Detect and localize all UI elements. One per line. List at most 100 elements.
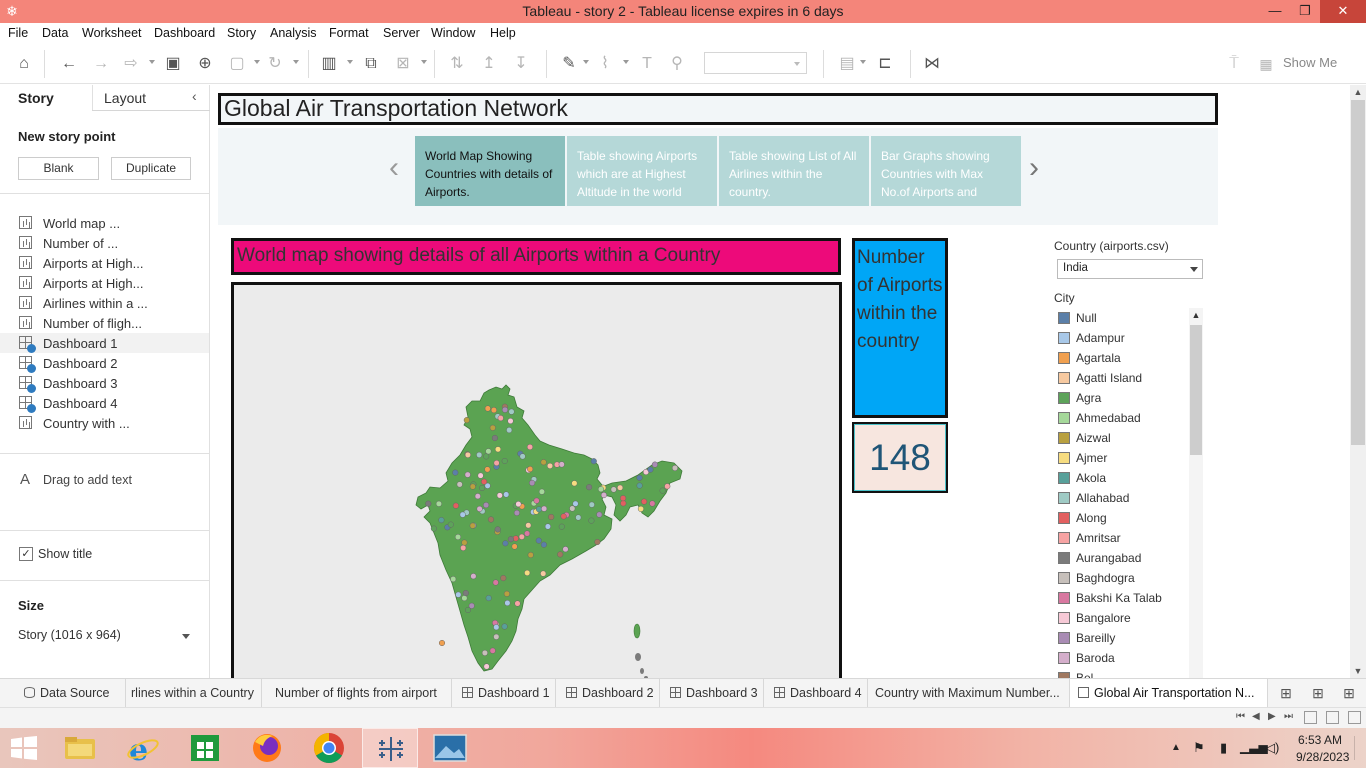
show-title-label[interactable]: Show title bbox=[38, 547, 93, 561]
store-icon[interactable] bbox=[177, 728, 233, 768]
airport-marker[interactable] bbox=[651, 461, 658, 468]
menu-analysis[interactable]: Analysis bbox=[270, 26, 317, 40]
scroll-thumb[interactable] bbox=[1351, 100, 1365, 445]
legend-item[interactable]: Bareilly bbox=[1057, 628, 1189, 648]
legend-scrollbar[interactable]: ▲ bbox=[1189, 308, 1203, 678]
airport-marker[interactable] bbox=[484, 466, 491, 473]
airport-marker[interactable] bbox=[671, 464, 679, 472]
clock-time[interactable]: 6:53 AM bbox=[1298, 733, 1343, 747]
airport-marker[interactable] bbox=[430, 525, 437, 532]
airport-marker[interactable] bbox=[438, 517, 445, 524]
airport-marker[interactable] bbox=[504, 599, 511, 607]
airport-marker[interactable] bbox=[469, 522, 476, 529]
tab-layout[interactable]: Layout bbox=[104, 90, 147, 106]
airport-marker[interactable] bbox=[464, 471, 471, 478]
airport-marker[interactable] bbox=[461, 595, 468, 602]
format-painter-icon[interactable]: ⍑ bbox=[1229, 55, 1239, 72]
vertical-scrollbar[interactable]: ▲ ▼ bbox=[1350, 85, 1366, 678]
airport-marker[interactable] bbox=[558, 523, 565, 530]
airport-marker[interactable] bbox=[493, 459, 500, 467]
airport-marker[interactable] bbox=[586, 484, 593, 491]
drag-to-add-text[interactable]: Drag to add text bbox=[43, 473, 132, 487]
airport-marker[interactable] bbox=[562, 546, 569, 553]
airport-marker[interactable] bbox=[572, 500, 579, 507]
airport-marker[interactable] bbox=[514, 600, 521, 607]
sheet-item[interactable]: Airports at High... bbox=[0, 253, 209, 273]
minimize-icon[interactable]: — bbox=[1268, 3, 1282, 18]
airport-marker[interactable] bbox=[489, 424, 496, 431]
airport-marker[interactable] bbox=[459, 511, 466, 518]
airport-marker[interactable] bbox=[519, 453, 526, 460]
next-sheet-icon[interactable]: ▶ bbox=[1268, 711, 1276, 722]
new-worksheet-icon[interactable]: ▥ bbox=[321, 55, 337, 72]
story-point-4[interactable]: Bar Graphs showing Countries with Max No… bbox=[871, 136, 1021, 206]
airport-marker[interactable] bbox=[518, 533, 525, 540]
airport-marker[interactable] bbox=[508, 408, 515, 415]
highlight-dropdown-icon[interactable] bbox=[583, 60, 589, 64]
menu-server[interactable]: Server bbox=[383, 26, 420, 40]
airport-marker[interactable] bbox=[540, 570, 547, 577]
close-icon[interactable]: ✕ bbox=[1320, 0, 1366, 23]
refresh-icon[interactable]: ↻ bbox=[268, 55, 282, 72]
firefox-icon[interactable] bbox=[239, 728, 295, 768]
airport-marker[interactable] bbox=[636, 474, 643, 481]
airport-marker[interactable] bbox=[507, 536, 514, 543]
clear-dropdown-icon[interactable] bbox=[421, 60, 427, 64]
legend-item[interactable]: Aurangabad bbox=[1057, 548, 1189, 568]
airport-marker[interactable] bbox=[460, 544, 467, 551]
size-dropdown[interactable]: Story (1016 x 964) bbox=[18, 628, 194, 648]
airport-marker[interactable] bbox=[492, 579, 499, 586]
chevron-down-icon[interactable] bbox=[1190, 267, 1198, 272]
airport-marker[interactable] bbox=[469, 483, 476, 490]
airport-marker[interactable] bbox=[529, 479, 536, 486]
sheet-tab[interactable]: Dashboard 3 bbox=[660, 679, 764, 707]
sheet-item[interactable]: Airlines within a ... bbox=[0, 293, 209, 313]
airport-marker[interactable] bbox=[503, 590, 510, 597]
sheet-tab[interactable]: Number of flights from airport bbox=[262, 679, 452, 707]
scroll-up-icon[interactable]: ▲ bbox=[1353, 87, 1363, 97]
legend-item[interactable]: Akola bbox=[1057, 468, 1189, 488]
airport-marker[interactable] bbox=[538, 488, 545, 495]
country-filter-dropdown[interactable]: India bbox=[1057, 259, 1203, 279]
airport-marker[interactable] bbox=[462, 590, 469, 597]
show-tabs-icon[interactable] bbox=[1348, 711, 1361, 724]
menu-dashboard[interactable]: Dashboard bbox=[154, 26, 216, 40]
windows-start-icon[interactable] bbox=[10, 736, 38, 760]
airport-marker[interactable] bbox=[468, 602, 475, 609]
legend-item[interactable]: Ahmedabad bbox=[1057, 408, 1189, 428]
airport-marker[interactable] bbox=[470, 573, 477, 580]
show-me-button[interactable]: Show Me bbox=[1283, 55, 1338, 70]
airport-marker[interactable] bbox=[527, 466, 534, 473]
legend-item[interactable]: Amritsar bbox=[1057, 528, 1189, 548]
pin-icon[interactable]: ⚲ bbox=[671, 55, 683, 72]
scroll-down-icon[interactable]: ▼ bbox=[1353, 666, 1363, 676]
undo-icon[interactable]: ← bbox=[61, 55, 77, 72]
legend-item[interactable]: Baroda bbox=[1057, 648, 1189, 668]
airport-marker[interactable] bbox=[494, 446, 502, 453]
show-hidden-icons-icon[interactable]: ▲ bbox=[1171, 742, 1181, 753]
menu-story[interactable]: Story bbox=[227, 26, 257, 40]
airport-marker[interactable] bbox=[501, 406, 509, 413]
airport-marker[interactable] bbox=[588, 501, 595, 508]
airport-marker[interactable] bbox=[491, 434, 498, 442]
legend-item[interactable]: Agartala bbox=[1057, 348, 1189, 368]
airport-marker[interactable] bbox=[527, 551, 534, 559]
menu-window[interactable]: Window bbox=[431, 26, 476, 40]
airport-marker[interactable] bbox=[560, 513, 567, 520]
airport-marker[interactable] bbox=[494, 526, 501, 533]
airport-marker[interactable] bbox=[454, 533, 462, 541]
sort-descending-icon[interactable]: ↧ bbox=[514, 55, 528, 72]
replay-dropdown-icon[interactable] bbox=[149, 60, 155, 64]
duplicate-icon[interactable]: ⧉ bbox=[365, 55, 377, 72]
airport-marker[interactable] bbox=[507, 417, 514, 425]
airport-marker[interactable] bbox=[456, 481, 463, 488]
show-me-icon[interactable]: ▦ bbox=[1259, 56, 1273, 72]
airport-marker[interactable] bbox=[541, 505, 548, 512]
airport-marker[interactable] bbox=[483, 663, 490, 670]
sheet-item[interactable]: Dashboard 4 bbox=[0, 393, 209, 413]
home-icon[interactable]: ⌂ bbox=[19, 55, 29, 72]
show-cards-icon[interactable]: ▤ bbox=[839, 55, 855, 72]
airport-marker[interactable] bbox=[425, 500, 432, 507]
airport-marker[interactable] bbox=[484, 482, 491, 489]
story-point-1[interactable]: World Map Showing Countries with details… bbox=[415, 136, 565, 206]
